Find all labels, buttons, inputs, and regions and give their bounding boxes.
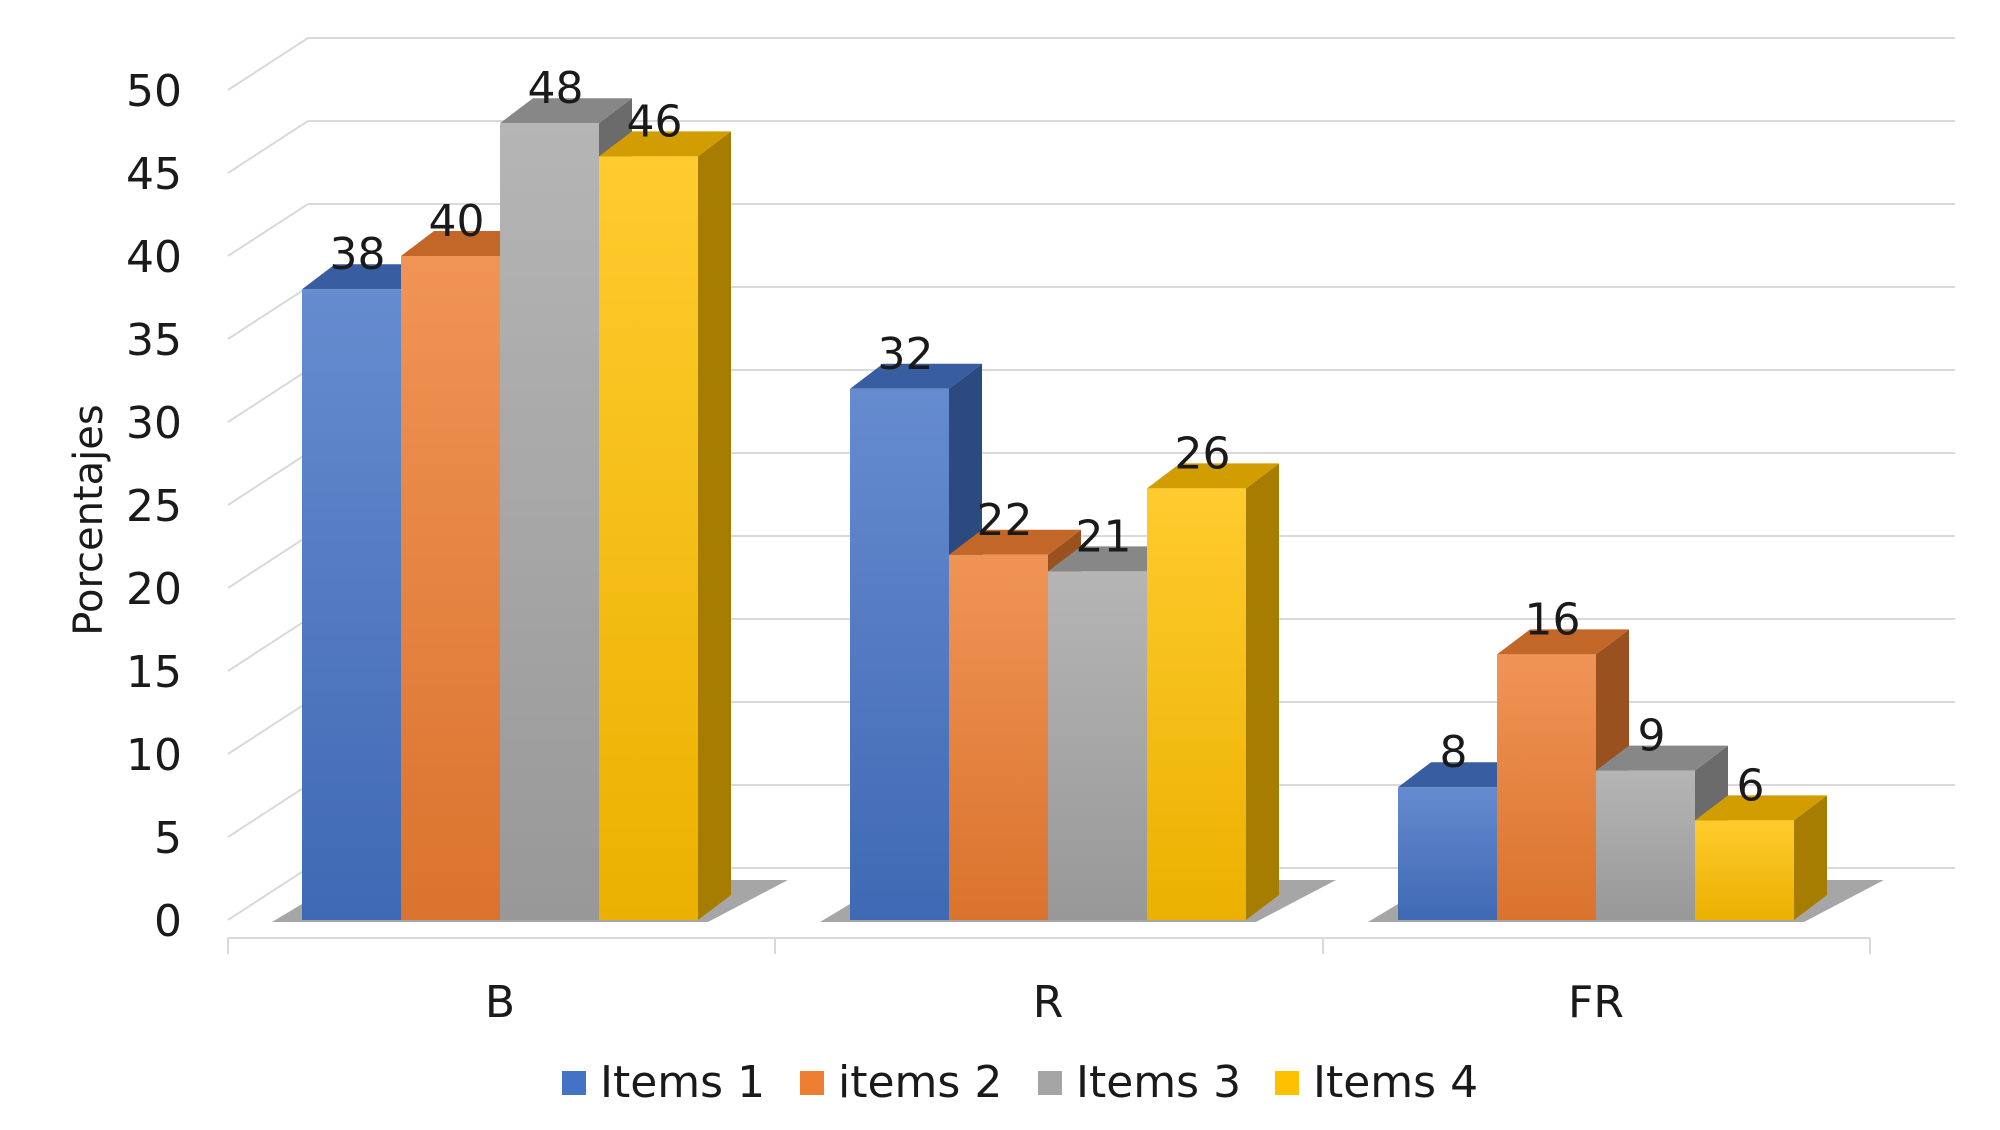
y-tick-label: 50 — [126, 66, 182, 117]
gridline-diagonal — [227, 618, 309, 672]
y-tick-label: 40 — [126, 232, 182, 283]
bar-top — [1147, 463, 1279, 489]
data-label: 48 — [528, 63, 584, 114]
data-label: 38 — [330, 229, 386, 280]
data-label: 46 — [627, 96, 683, 147]
bar — [599, 131, 731, 920]
bar-front — [1497, 654, 1596, 920]
y-tick-label: 10 — [126, 730, 182, 781]
bar-front — [1695, 820, 1794, 920]
legend-label: Items 1 — [600, 1057, 765, 1108]
bar-front — [949, 554, 1048, 920]
gridline-diagonal — [227, 203, 309, 257]
y-tick-label: 5 — [154, 813, 182, 864]
legend-item: items 2 — [800, 1057, 1002, 1108]
legend-swatch — [1038, 1071, 1062, 1095]
x-tick-label: B — [485, 977, 515, 1028]
gridline-diagonal — [227, 867, 309, 921]
legend-item: Items 1 — [562, 1057, 765, 1108]
bar-front — [1596, 770, 1695, 920]
bar-top — [1695, 795, 1827, 821]
bar-front — [302, 289, 401, 920]
data-label: 21 — [1076, 511, 1132, 562]
bar — [1147, 463, 1279, 920]
bar-top — [949, 529, 1081, 555]
bar-top — [599, 131, 731, 157]
bar-front — [850, 388, 949, 920]
bar-front — [599, 156, 698, 920]
y-tick-label: 20 — [126, 564, 182, 615]
gridline-diagonal — [227, 452, 309, 506]
x-tick-label: FR — [1568, 977, 1624, 1028]
x-tick-label: R — [1033, 977, 1064, 1028]
bar-side — [1794, 795, 1827, 920]
data-label: 26 — [1175, 428, 1231, 479]
legend-swatch — [800, 1071, 824, 1095]
bar-top — [500, 98, 632, 124]
y-tick-label: 45 — [126, 149, 182, 200]
data-label: 40 — [429, 196, 485, 247]
legend-item: Items 4 — [1275, 1057, 1478, 1108]
bar-front — [1398, 787, 1497, 920]
bar-side — [698, 131, 731, 920]
legend-swatch — [562, 1071, 586, 1095]
bar-top — [1497, 629, 1629, 655]
data-label: 32 — [878, 329, 934, 380]
bar — [1695, 795, 1827, 920]
legend-swatch — [1275, 1071, 1299, 1095]
legend-label: items 2 — [838, 1057, 1002, 1108]
bar-front — [1048, 571, 1147, 920]
data-label: 16 — [1525, 594, 1581, 645]
bar-front — [500, 123, 599, 920]
legend-label: Items 4 — [1313, 1057, 1478, 1108]
gridline-diagonal — [227, 120, 309, 174]
data-labels: 38 40 48 46 32 22 21 26 8 16 9 6 — [330, 63, 1765, 811]
gridline-diagonal — [227, 37, 309, 91]
legend: Items 1 items 2 Items 3 Items 4 — [562, 1057, 1478, 1108]
gridline-diagonal — [227, 369, 309, 423]
bar-top — [1596, 745, 1728, 771]
bar-side — [1246, 463, 1279, 920]
y-tick-label: 35 — [126, 315, 182, 366]
bar-front — [1147, 488, 1246, 920]
data-label: 22 — [977, 495, 1033, 546]
bar-top — [850, 363, 982, 389]
axes: B R FR — [227, 937, 1871, 1028]
bar-front — [401, 256, 500, 920]
y-tick-label: 30 — [126, 398, 182, 449]
data-label: 8 — [1440, 727, 1468, 778]
gridline-diagonal — [227, 701, 309, 755]
y-tick-label: 0 — [154, 896, 182, 947]
gridline-diagonal — [227, 784, 309, 838]
y-tick-label: 25 — [126, 481, 182, 532]
gridline-diagonal — [227, 535, 309, 589]
bars — [272, 98, 1884, 922]
y-axis-title: Porcentajes — [66, 404, 112, 635]
data-label: 6 — [1737, 760, 1765, 811]
legend-label: Items 3 — [1076, 1057, 1241, 1108]
y-tick-label: 15 — [126, 647, 182, 698]
data-label: 9 — [1638, 711, 1666, 762]
gridline-diagonal — [227, 286, 309, 340]
legend-item: Items 3 — [1038, 1057, 1241, 1108]
